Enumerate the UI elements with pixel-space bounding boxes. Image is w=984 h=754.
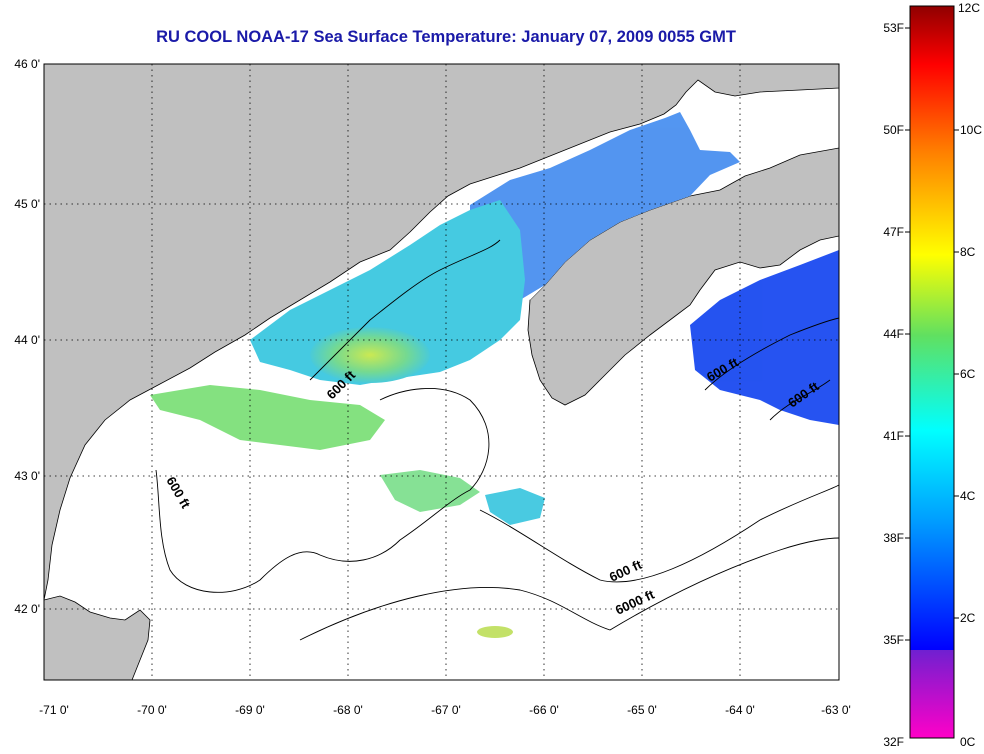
colorbar-f-53: 53F [883, 21, 904, 35]
lat-label-45: 45 0' [14, 197, 40, 211]
lat-label-44: 44 0' [14, 333, 40, 347]
lat-label-42: 42 0' [14, 602, 40, 616]
lon-label-65: -65 0' [627, 703, 657, 717]
lon-label-66: -66 0' [529, 703, 559, 717]
lon-label-69: -69 0' [235, 703, 265, 717]
sst-west-patch [150, 385, 385, 450]
colorbar: 53F 50F 47F 44F 41F 38F 35F 32F 12C 10C … [883, 1, 982, 749]
colorbar-f-35: 35F [883, 633, 904, 647]
isobath-gom-basin [309, 239, 501, 381]
colorbar-f-44: 44F [883, 327, 904, 341]
colorbar-c-0: 0C [960, 735, 976, 749]
colorbar-c-12: 12C [958, 1, 980, 15]
colorbar-f-50: 50F [883, 123, 904, 137]
lat-label-43: 43 0' [14, 469, 40, 483]
colorbar-f-47: 47F [883, 225, 904, 239]
isobath-600-east [704, 317, 839, 391]
colorbar-c-8: 8C [960, 245, 976, 259]
colorbar-c-6: 6C [960, 367, 976, 381]
isobath-6000 [299, 537, 839, 641]
sst-data [150, 112, 839, 638]
isobath-600-east2 [769, 379, 831, 421]
sst-gom-coastal [250, 200, 525, 385]
isobath-600-south [479, 484, 839, 583]
colorbar-c-10: 10C [960, 123, 982, 137]
lat-labels: 46 0' 45 0' 44 0' 43 0' 42 0' [14, 57, 40, 616]
map-title: RU COOL NOAA-17 Sea Surface Temperature:… [156, 28, 736, 46]
sst-east-patch [485, 488, 545, 525]
sst-scotian-shelf [690, 250, 839, 425]
map-frame [43, 63, 840, 681]
isobath-600-west [155, 388, 490, 593]
map-area [44, 64, 839, 680]
lon-label-67: -67 0' [431, 703, 461, 717]
sst-warm-core [310, 327, 430, 383]
lon-label-68: -68 0' [333, 703, 363, 717]
land-mainland [44, 64, 839, 601]
colorbar-f-41: 41F [883, 429, 904, 443]
isobaths [155, 239, 839, 641]
colorbar-f-38: 38F [883, 531, 904, 545]
land-cape-cod [44, 595, 151, 680]
lon-label-64: -64 0' [725, 703, 755, 717]
lon-label-63: -63 0' [821, 703, 851, 717]
sst-small-patch [477, 626, 513, 638]
colorbar-c-2: 2C [960, 611, 976, 625]
sst-georges-patch [380, 470, 480, 512]
colorbar-gradient [909, 5, 955, 739]
lon-label-71: -71 0' [39, 703, 69, 717]
lon-labels: -71 0' -70 0' -69 0' -68 0' -67 0' -66 0… [39, 703, 851, 717]
graticule [44, 64, 839, 680]
colorbar-ticks [905, 27, 959, 641]
colorbar-f-32: 32F [883, 735, 904, 749]
land-nova-scotia [527, 147, 839, 406]
lat-label-46: 46 0' [14, 57, 40, 71]
sst-fundy-patch [470, 112, 740, 305]
lon-label-70: -70 0' [137, 703, 167, 717]
colorbar-c-4: 4C [960, 489, 976, 503]
